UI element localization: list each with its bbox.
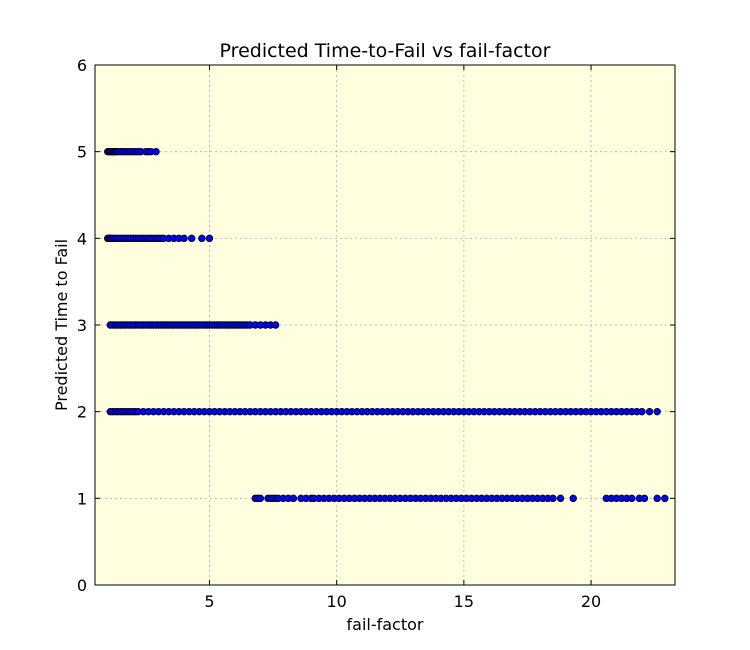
data-point: [180, 234, 188, 243]
y-tick-label: 2: [77, 403, 87, 422]
x-axis-title: fail-factor: [347, 615, 424, 634]
data-point: [640, 494, 649, 503]
data-point: [628, 494, 636, 503]
data-point: [653, 407, 661, 416]
y-tick-label: 6: [77, 56, 87, 75]
y-axis-title: Predicted Time to Fail: [52, 239, 71, 411]
y-tick-label: 4: [77, 229, 87, 248]
data-point: [256, 494, 265, 503]
data-point: [653, 494, 661, 503]
x-tick-label: 5: [204, 592, 214, 611]
data-point: [549, 494, 557, 503]
x-tick-label: 10: [326, 592, 346, 611]
y-tick-label: 3: [77, 316, 87, 335]
axis-ticks: 5 10 15 20 0 1 2 3 4 5 6: [77, 56, 675, 611]
data-point: [289, 494, 298, 503]
data-point: [661, 494, 669, 503]
data-point: [569, 494, 577, 503]
data-point: [271, 321, 280, 329]
data-points: [104, 147, 669, 503]
data-point: [198, 234, 206, 243]
x-tick-label: 20: [581, 592, 601, 611]
y-tick-label: 1: [77, 489, 87, 508]
x-tick-label: 15: [454, 592, 474, 611]
data-point: [645, 407, 654, 416]
chart-title: Predicted Time-to-Fail vs fail-factor: [220, 40, 551, 62]
data-point: [187, 234, 196, 243]
y-tick-label: 0: [77, 576, 87, 595]
data-point: [152, 147, 160, 156]
y-tick-label: 5: [77, 143, 87, 162]
data-point: [556, 494, 565, 503]
data-point: [205, 234, 214, 243]
data-point: [638, 407, 646, 416]
